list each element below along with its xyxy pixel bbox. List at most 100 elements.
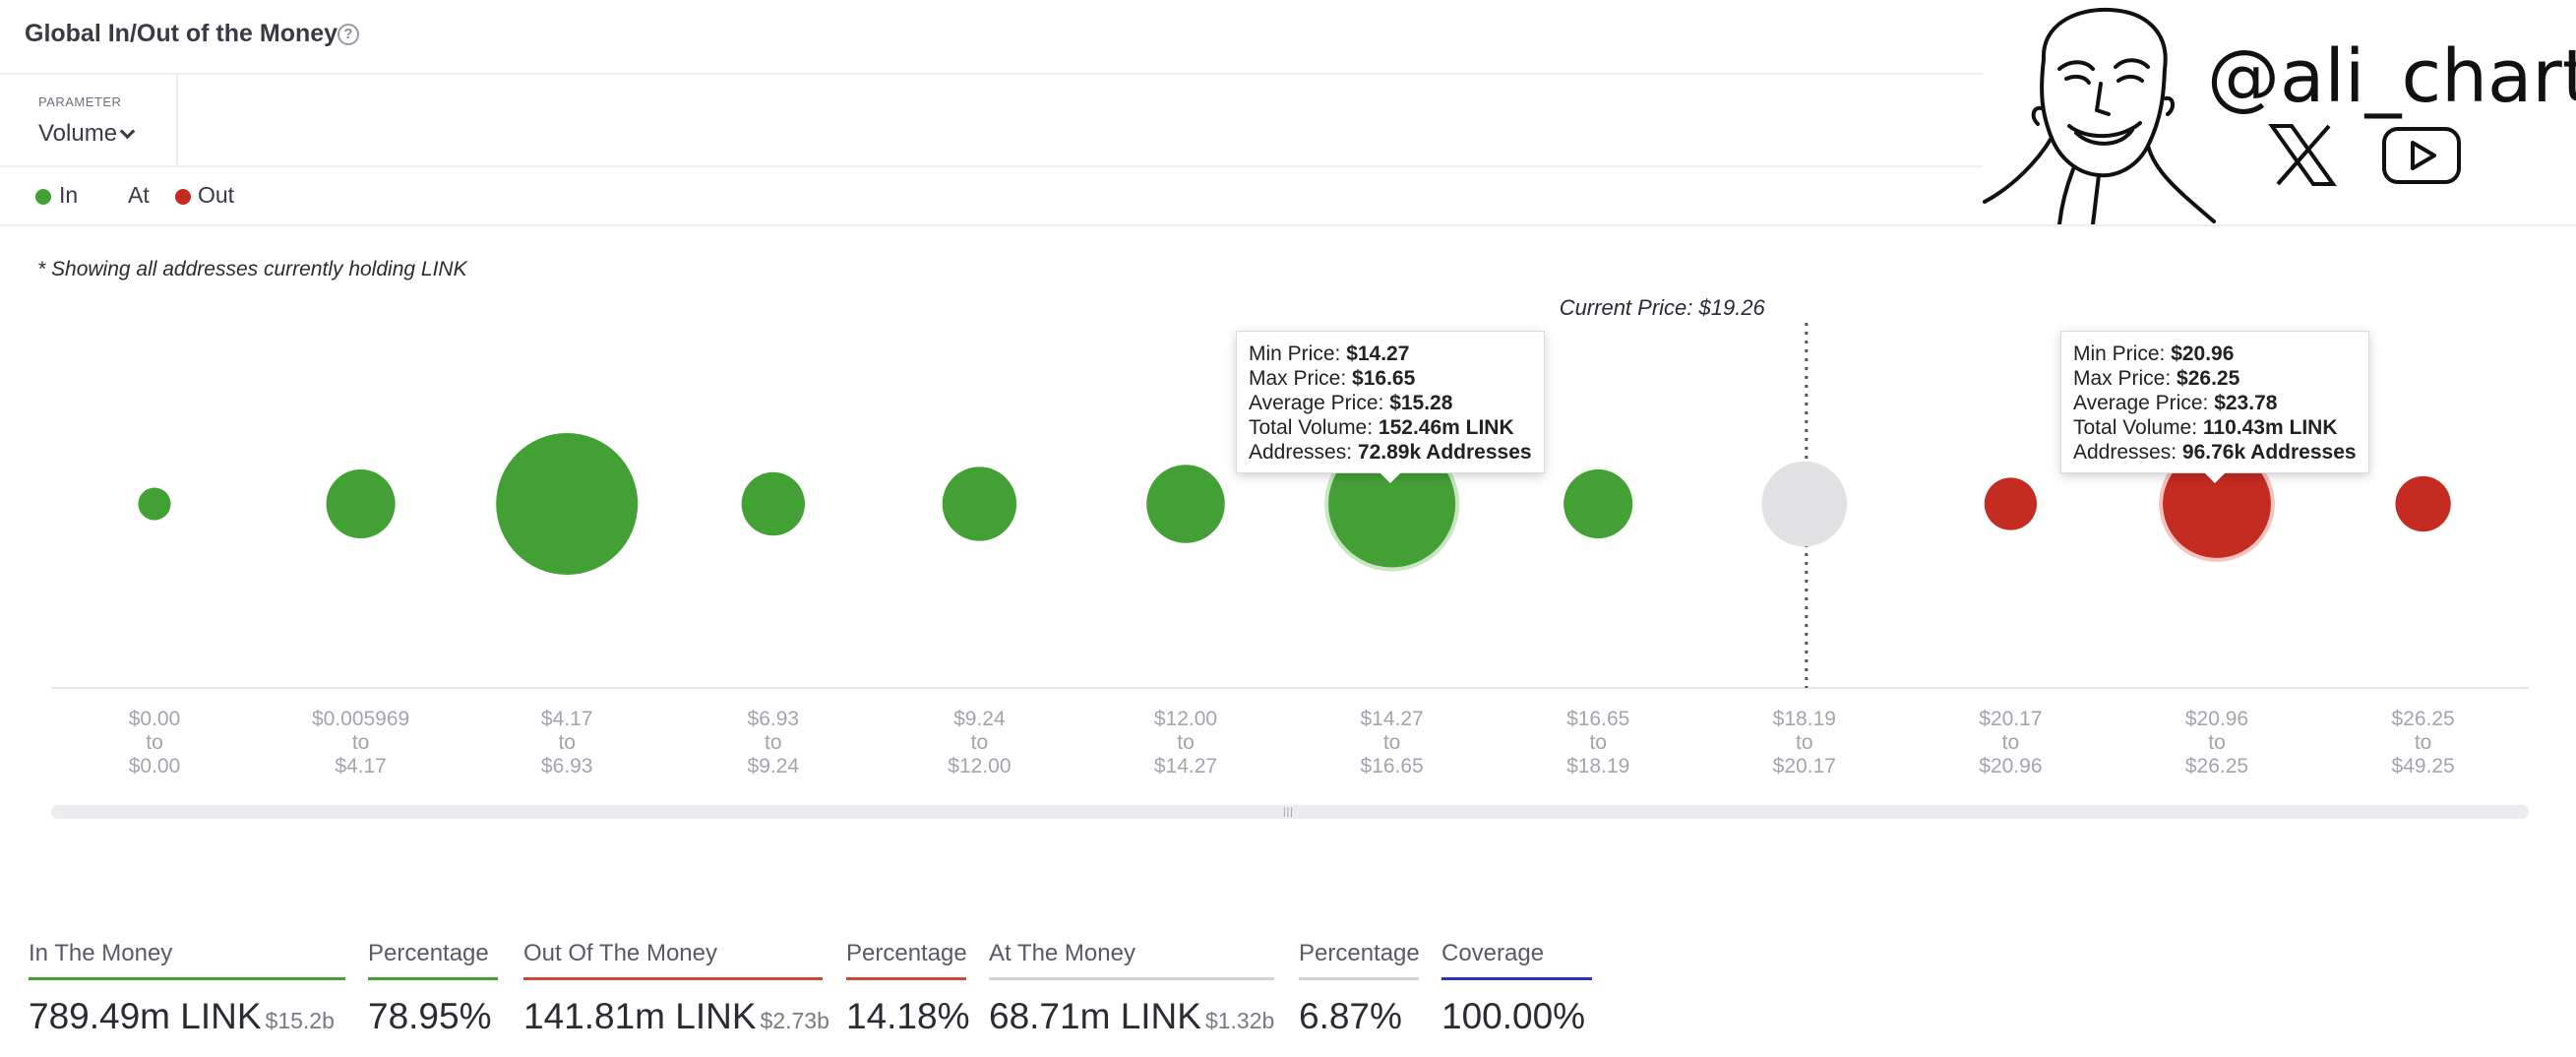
x-tick-label: to [558,731,576,754]
youtube-icon [2382,127,2461,184]
current-price-label: Current Price: $19.26 [1560,295,1766,320]
x-tick-label: $6.93 [541,755,593,777]
question-circle-icon[interactable]: ? [337,24,359,45]
x-tick-label: $20.96 [2185,708,2248,730]
x-tick-label: to [146,731,163,754]
x-tick-label: $12.00 [948,755,1011,777]
bubble-in[interactable] [496,433,639,575]
x-tick-label: to [1589,731,1607,754]
stat-underline [989,977,1274,980]
x-tick-label: to [2415,731,2432,754]
x-tick-label: $20.17 [1773,755,1836,777]
legend-in-dot[interactable] [35,189,51,205]
bubble-in[interactable] [1564,468,1633,539]
legend-at-label[interactable]: At [128,182,150,208]
stat-value: 100.00% [1441,996,1586,1036]
tooltip-row: Max Price: $26.25 [2073,367,2240,390]
branding-overlay: @ali_charts [1983,0,2576,224]
x-tick-label: $18.19 [1773,708,1836,730]
stat-underline [846,977,966,980]
stat-label: Coverage [1441,940,1545,966]
bubble-in[interactable] [741,471,805,536]
parameter-label: PARAMETER [38,94,122,109]
parameter-selector[interactable]: PARAMETER Volume [0,75,178,167]
bubble-out[interactable] [2395,475,2451,532]
legend-out-dot[interactable] [175,189,191,205]
x-tick-label: $26.25 [2185,755,2248,777]
legend-out-label[interactable]: Out [198,182,235,208]
x-tick-label: $49.25 [2391,755,2454,777]
x-tick-label: $0.005969 [312,708,409,730]
x-tick-label: to [2208,731,2226,754]
x-tick-label: $20.96 [1979,755,2042,777]
stat-value: 789.49m LINK $15.2b [29,996,335,1036]
stat-label: At The Money [989,940,1135,966]
stat-value: 141.81m LINK $2.73b [523,996,829,1036]
legend: In At Out [0,167,2576,226]
x-tick-label: $18.19 [1566,755,1629,777]
x-tick-label: $12.00 [1154,708,1217,730]
x-tick-label: $0.00 [129,708,181,730]
stat-label: Percentage [368,940,489,966]
tooltip-row: Total Volume: 152.46m LINK [1249,416,1514,439]
tooltip-row: Addresses: 72.89k Addresses [1249,441,1532,464]
stat-out-of-the-money: Out Of The Money 141.81m LINK $2.73b [523,940,829,1037]
tooltip-row: Total Volume: 110.43m LINK [2073,416,2338,439]
stat-label: Percentage [846,940,967,966]
legend-in-label[interactable]: In [59,182,79,208]
tooltip-row: Max Price: $16.65 [1249,367,1416,390]
stat-in-the-money: In The Money 789.49m LINK $15.2b [29,940,345,1037]
stat-underline [1441,977,1592,980]
tooltip-row: Average Price: $23.78 [2073,392,2278,414]
x-tick-label: $4.17 [541,708,593,730]
bubble-in[interactable] [138,487,171,521]
chart-scrollbar[interactable]: ||| [51,805,2529,819]
stat-coverage: Coverage 100.00% [1441,940,1592,1037]
stat-underline [523,977,823,980]
bubble-in[interactable] [326,468,396,539]
x-tick-label: to [765,731,782,754]
parameter-value[interactable]: Volume [38,120,118,147]
bubble-out[interactable] [1984,477,2038,530]
stat-underline [1299,977,1419,980]
x-tick-label: to [1383,731,1401,754]
stat-in-percentage: Percentage 78.95% [368,940,498,1037]
x-tick-label: $16.65 [1566,708,1629,730]
stat-value: 6.87% [1299,996,1402,1036]
stat-underline [29,977,345,980]
x-tick-label: to [1177,731,1195,754]
x-tick-label: $14.27 [1154,755,1217,777]
chevron-down-icon[interactable] [119,123,136,140]
iomap-bubble-chart: $0.00to$0.00$0.005969to$4.17$4.17to$6.93… [51,295,2529,777]
parameter-row: PARAMETER Volume [0,75,2576,167]
bucket-tooltip: Min Price: $20.96 Max Price: $26.25 Aver… [2060,331,2369,483]
x-tick-label: to [971,731,989,754]
x-tick-label: to [1796,731,1813,754]
stat-at-percentage: Percentage 6.87% [1299,940,1420,1037]
x-tick-label: $20.17 [1979,708,2042,730]
stat-value: 68.71m LINK $1.32b [989,996,1275,1036]
widget-title: Global In/Out of the Money [25,20,338,47]
scrollbar-grip-icon[interactable]: ||| [1283,807,1294,818]
stat-label: Out Of The Money [523,940,717,966]
bubble-in[interactable] [942,466,1017,541]
x-tick-label: $16.65 [1360,755,1423,777]
x-tick-label: $14.27 [1360,708,1423,730]
widget-header: Global In/Out of the Money ? [0,0,2576,75]
bubble-out[interactable] [2163,450,2271,558]
x-tick-label: $0.00 [129,755,181,777]
stat-underline [368,977,498,980]
branding-handle: @ali_charts [2207,34,2576,119]
stat-label: Percentage [1299,940,1420,966]
x-tick-label: $26.25 [2391,708,2454,730]
x-tick-label: to [352,731,370,754]
x-tick-label: $6.93 [748,708,800,730]
bubble-in[interactable] [1146,465,1225,543]
tooltip-row: Min Price: $14.27 [1249,342,1410,365]
stat-value: 78.95% [368,996,492,1036]
x-tick-label: to [2002,731,2020,754]
x-tick-label: $9.24 [748,755,800,777]
bucket-tooltip: Min Price: $14.27 Max Price: $16.65 Aver… [1236,331,1545,483]
bubble-at[interactable] [1761,461,1848,547]
x-logo-icon [2268,124,2337,186]
